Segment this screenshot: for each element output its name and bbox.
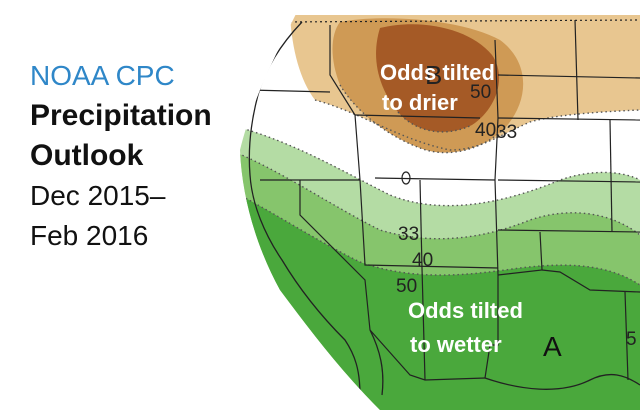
canada-border	[279, 19, 640, 23]
title-org: NOAA CPC	[30, 60, 175, 91]
title-date-start: Dec 2015–	[30, 180, 166, 211]
map-svg: 50 40 33 33 40 50 5 B A Odds tilted to d…	[240, 10, 640, 410]
state-borders	[249, 19, 640, 381]
dry-region-dark	[376, 24, 500, 132]
wet-50-label: 50	[396, 276, 417, 297]
great-salt-lake	[401, 171, 411, 185]
wetter-callout-line1: Odds tilted	[408, 298, 523, 323]
wet-33-label: 33	[398, 224, 419, 245]
wetter-callout-line2: to wetter	[410, 332, 502, 357]
contour-lines	[240, 84, 640, 286]
drier-callout-line2: to drier	[382, 90, 458, 115]
wet-region-dark	[240, 190, 640, 410]
title-date-end: Feb 2016	[30, 220, 149, 251]
title-line1: Precipitation	[30, 99, 212, 132]
edge-5-label: 5	[626, 329, 637, 350]
dry-33-label: 33	[496, 122, 517, 143]
drier-callout-line1: Odds tilted	[380, 60, 495, 85]
contour-label-group: 50 40 33 33 40 50 5	[396, 82, 637, 350]
dry-40-label: 40	[475, 120, 496, 141]
wet-40-label: 40	[412, 250, 433, 271]
precipitation-map: 50 40 33 33 40 50 5 B A Odds tilted to d…	[230, 0, 640, 410]
drier-callout: Odds tilted to drier	[380, 60, 495, 115]
below-normal-letter: B	[425, 60, 442, 90]
wetter-callout: Odds tilted to wetter	[408, 298, 523, 357]
title-block: NOAA CPC Precipitation Outlook Dec 2015–…	[30, 56, 240, 256]
dry-50-label: 50	[470, 82, 491, 103]
above-normal-letter: A	[543, 331, 562, 362]
title-line2: Outlook	[30, 139, 144, 172]
